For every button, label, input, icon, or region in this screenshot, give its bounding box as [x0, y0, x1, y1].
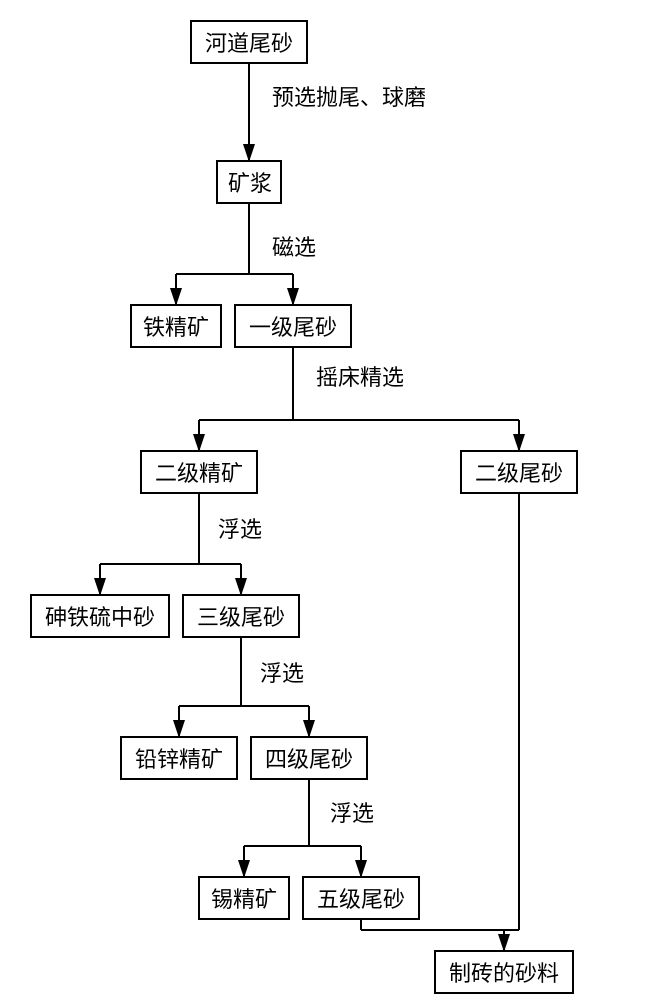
- node-level2-tailings: 二级尾砂: [460, 450, 578, 494]
- label-preselect-ballmill: 预选抛尾、球磨: [272, 80, 426, 112]
- label-flotation-3: 浮选: [330, 796, 374, 828]
- node-brick-sand: 制砖的砂料: [434, 950, 574, 994]
- node-tin-concentrate: 锡精矿: [198, 876, 290, 920]
- node-lead-zinc-concentrate: 铅锌精矿: [120, 736, 238, 780]
- node-level1-tailings: 一级尾砂: [234, 304, 352, 348]
- node-iron-concentrate: 铁精矿: [130, 304, 222, 348]
- node-level2-concentrate: 二级精矿: [140, 450, 258, 494]
- node-slurry: 矿浆: [216, 160, 282, 204]
- label-flotation-2: 浮选: [260, 656, 304, 688]
- label-magnetic-separation: 磁选: [272, 230, 316, 262]
- node-arsenic-iron-sulfur: 砷铁硫中砂: [30, 594, 170, 638]
- label-flotation-1: 浮选: [218, 512, 262, 544]
- node-river-tailings: 河道尾砂: [190, 20, 308, 64]
- node-level3-tailings: 三级尾砂: [182, 594, 300, 638]
- node-level5-tailings: 五级尾砂: [302, 876, 420, 920]
- node-level4-tailings: 四级尾砂: [250, 736, 368, 780]
- label-shaker-refine: 摇床精选: [316, 360, 404, 392]
